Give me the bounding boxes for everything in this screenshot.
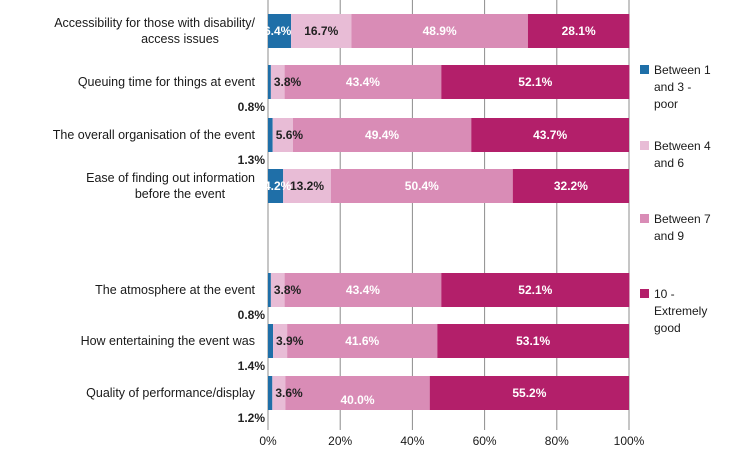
bar-segment [283, 169, 331, 203]
bar-segment [272, 376, 286, 410]
legend-label: Between 7 [654, 212, 711, 226]
bar-segment [441, 273, 630, 307]
bar-segment [270, 65, 285, 99]
x-axis-ticks: 0% 20% 40% 60% 80% 100% [259, 434, 644, 448]
legend-label: Extremely [654, 304, 707, 318]
data-label: 49.4% [365, 128, 399, 142]
bar-segment [330, 169, 513, 203]
bar-segment [437, 324, 629, 358]
data-label: 1.2% [238, 411, 266, 425]
data-label: 3.6% [275, 386, 303, 400]
bar-segment [527, 14, 630, 48]
category-label: Quality of performance/display [86, 386, 256, 400]
bar-segment [284, 65, 442, 99]
category-label: The atmosphere at the event [95, 283, 255, 297]
legend-swatch [640, 141, 649, 150]
bar-segment [268, 376, 273, 410]
data-label: 28.1% [562, 24, 596, 38]
bar-segment [268, 273, 271, 307]
bar-segment [268, 14, 292, 48]
legend-label: and 9 [654, 229, 684, 243]
data-label: 55.2% [512, 386, 546, 400]
bar-segment [351, 14, 528, 48]
gridlines [267, 0, 630, 430]
x-tick-label: 100% [614, 434, 645, 448]
data-label: 3.8% [274, 75, 302, 89]
data-label: 3.8% [274, 283, 302, 297]
x-tick-label: 60% [473, 434, 497, 448]
data-label: 53.1% [516, 334, 550, 348]
data-label: 43.7% [533, 128, 567, 142]
category-label: How entertaining the event was [81, 334, 255, 348]
bar-segment [429, 376, 629, 410]
data-label: 32.2% [554, 179, 588, 193]
legend-label: good [654, 321, 681, 335]
data-label: 52.1% [518, 75, 552, 89]
bar-segment [273, 324, 288, 358]
data-label: 5.6% [276, 128, 304, 142]
bar-segment [284, 273, 442, 307]
bar-segment [512, 169, 629, 203]
category-label: Ease of finding out information [86, 171, 255, 185]
category-label: The overall organisation of the event [53, 128, 256, 142]
data-label: 1.3% [238, 153, 266, 167]
bar-segment [268, 65, 271, 99]
bar-segment [292, 118, 472, 152]
category-label: Queuing time for things at event [78, 75, 256, 89]
legend: Between 1 and 3 - poor Between 4 and 6 Betwee… [640, 63, 711, 335]
bar-segment [270, 273, 285, 307]
bar-segment [285, 376, 430, 410]
bar-segment [471, 118, 629, 152]
legend-label: and 3 - [654, 80, 691, 94]
data-label: 50.4% [405, 179, 439, 193]
data-label: 6.4% [264, 24, 292, 38]
data-label: 48.9% [423, 24, 457, 38]
bar-segment [268, 324, 274, 358]
legend-swatch [640, 214, 649, 223]
bar-segment [272, 118, 293, 152]
legend-swatch [640, 289, 649, 298]
category-labels: Accessibility for those with disability/… [53, 16, 256, 400]
x-tick-label: 80% [545, 434, 569, 448]
bars [268, 14, 630, 410]
legend-swatch [640, 65, 649, 74]
data-label: 43.4% [346, 283, 380, 297]
category-label: before the event [135, 187, 226, 201]
data-label: 41.6% [345, 334, 379, 348]
bar-segment [268, 118, 273, 152]
data-labels: 6.4% 16.7% 48.9% 28.1% 0.8% 3.8% 43.4% 52.1% 1.3… [238, 24, 596, 425]
legend-label: 10 - [654, 287, 675, 301]
data-label: 40.0% [341, 393, 375, 407]
x-tick-label: 0% [259, 434, 277, 448]
bar-segment [441, 65, 630, 99]
data-label: 52.1% [518, 283, 552, 297]
data-label: 3.9% [276, 334, 304, 348]
legend-label: poor [654, 97, 678, 111]
bar-segment [291, 14, 352, 48]
bar-segment [268, 169, 284, 203]
legend-label: and 6 [654, 156, 684, 170]
legend-label: Between 4 [654, 139, 711, 153]
x-tick-label: 20% [328, 434, 352, 448]
data-label: 1.4% [238, 359, 266, 373]
data-label: 43.4% [346, 75, 380, 89]
category-label: access issues [141, 32, 219, 46]
data-label: 4.2% [264, 179, 292, 193]
category-label: Accessibility for those with disability/ [54, 16, 255, 30]
data-label: 16.7% [304, 24, 338, 38]
data-label: 0.8% [238, 308, 266, 322]
data-label: 13.2% [290, 179, 324, 193]
data-label: 0.8% [238, 100, 266, 114]
bar-segment [287, 324, 438, 358]
legend-label: Between 1 [654, 63, 711, 77]
x-tick-label: 40% [400, 434, 424, 448]
